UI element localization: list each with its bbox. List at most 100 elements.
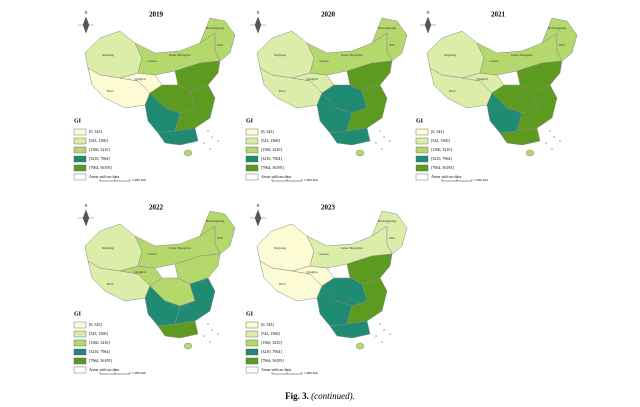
region-label: Qinghai bbox=[134, 77, 145, 81]
legend-swatch bbox=[245, 128, 259, 136]
legend-swatch bbox=[245, 146, 259, 154]
map-panel: Xinjiang Tibet Qinghai Gansu Inner Mongolia H… bbox=[73, 10, 236, 183]
region-label: Inner Mongolia bbox=[341, 53, 363, 57]
legend-swatch bbox=[245, 173, 259, 181]
legend-swatch bbox=[73, 321, 87, 329]
island bbox=[383, 329, 385, 331]
legend-title: GI bbox=[416, 118, 424, 124]
legend-label: [3210, 7964] bbox=[261, 156, 282, 162]
legend-label: [0, 543] bbox=[89, 129, 102, 135]
legend-swatch bbox=[245, 330, 259, 338]
legend-swatch bbox=[245, 366, 259, 374]
legend-swatch bbox=[73, 330, 87, 338]
legend-label: Areas with no data bbox=[89, 174, 119, 179]
legend-swatch bbox=[245, 137, 259, 145]
panel-year: 2020 bbox=[321, 11, 336, 19]
legend-label: [1560, 3210] bbox=[89, 340, 110, 346]
island bbox=[217, 333, 219, 335]
region-label: Tibet bbox=[278, 282, 285, 286]
legend-label: [7964, 56195] bbox=[261, 165, 284, 171]
legend-label: [7964, 56195] bbox=[89, 165, 112, 171]
island bbox=[209, 341, 211, 343]
legend-label: Areas with no data bbox=[89, 367, 119, 372]
legend-swatch bbox=[73, 164, 87, 172]
north-arrow-label: N bbox=[85, 10, 88, 15]
island bbox=[211, 136, 213, 138]
legend-label: [7964, 56195] bbox=[261, 358, 284, 364]
island bbox=[559, 140, 561, 142]
legend-label: [543, 1560] bbox=[89, 331, 108, 337]
scale-label: 1,000 Km bbox=[132, 371, 146, 376]
panel-year: 2023 bbox=[321, 204, 336, 212]
region-label: Inner Mongolia bbox=[169, 53, 191, 57]
region-label: Tibet bbox=[106, 282, 113, 286]
region-label: Tibet bbox=[448, 89, 455, 93]
island bbox=[381, 341, 383, 343]
north-arrow-label: N bbox=[85, 203, 88, 208]
caption-text: (continued). bbox=[311, 391, 355, 401]
map: Xinjiang Tibet Qinghai Gansu Inner Mongolia H… bbox=[84, 210, 236, 350]
region-label: Qinghai bbox=[306, 270, 317, 274]
island bbox=[207, 130, 209, 132]
island bbox=[545, 142, 547, 144]
region-label: Qinghai bbox=[306, 77, 317, 81]
legend-swatch bbox=[73, 146, 87, 154]
region bbox=[157, 127, 199, 146]
legend-label: [1560, 3210] bbox=[431, 147, 452, 153]
region-label: Jilin bbox=[217, 43, 223, 47]
legend-swatch bbox=[245, 164, 259, 172]
scale-label: 1,000 Km bbox=[304, 178, 318, 183]
legend-swatch bbox=[415, 128, 429, 136]
region-label: Gansu bbox=[320, 59, 329, 63]
region-label: Jilin bbox=[559, 43, 565, 47]
island bbox=[207, 323, 209, 325]
legend-label: [7964, 56195] bbox=[89, 358, 112, 364]
region-label: Heilongjiang bbox=[206, 219, 225, 223]
region bbox=[157, 320, 199, 339]
legend-label: [3210, 7964] bbox=[431, 156, 452, 162]
region bbox=[183, 149, 193, 157]
island bbox=[375, 142, 377, 144]
region-label: Inner Mongolia bbox=[511, 53, 533, 57]
legend-label: [543, 1560] bbox=[89, 138, 108, 144]
north-arrow bbox=[420, 16, 436, 34]
region-label: Xinjiang bbox=[102, 53, 114, 57]
island bbox=[389, 333, 391, 335]
legend-label: [7964, 56195] bbox=[431, 165, 454, 171]
island bbox=[553, 136, 555, 138]
legend-label: [1560, 3210] bbox=[261, 147, 282, 153]
region-label: Heilongjiang bbox=[548, 26, 567, 30]
map-panel: Xinjiang Tibet Qinghai Gansu Inner Mongolia H… bbox=[415, 10, 578, 183]
map: Xinjiang Tibet Qinghai Gansu Inner Mongolia H… bbox=[256, 17, 408, 157]
panel-year: 2022 bbox=[149, 204, 164, 212]
island bbox=[203, 335, 205, 337]
scale-bar bbox=[271, 179, 303, 182]
region-label: Jilin bbox=[389, 236, 395, 240]
legend-swatch bbox=[415, 155, 429, 163]
island bbox=[549, 130, 551, 132]
region-label: Xinjiang bbox=[274, 53, 286, 57]
map-panel: Xinjiang Tibet Qinghai Gansu Inner Mongolia H… bbox=[73, 203, 236, 376]
island bbox=[389, 140, 391, 142]
region bbox=[355, 342, 365, 350]
island bbox=[381, 148, 383, 150]
legend-label: Areas with no data bbox=[261, 174, 291, 179]
scale-bar bbox=[99, 372, 131, 375]
region-label: Gansu bbox=[320, 252, 329, 256]
scale-label: 1,000 Km bbox=[304, 371, 318, 376]
legend-swatch bbox=[73, 357, 87, 365]
island bbox=[203, 142, 205, 144]
legend-swatch bbox=[73, 366, 87, 374]
legend-swatch bbox=[245, 321, 259, 329]
legend-label: [0, 543] bbox=[261, 129, 274, 135]
north-arrow bbox=[78, 16, 94, 34]
region-label: Heilongjiang bbox=[378, 26, 397, 30]
region-label: Qinghai bbox=[134, 270, 145, 274]
legend-title: GI bbox=[246, 311, 254, 317]
region-label: Gansu bbox=[148, 252, 157, 256]
region-label: Gansu bbox=[148, 59, 157, 63]
legend-swatch bbox=[73, 348, 87, 356]
legend-swatch bbox=[73, 137, 87, 145]
legend-label: [3210, 7964] bbox=[89, 349, 110, 355]
region-label: Xinjiang bbox=[444, 53, 456, 57]
